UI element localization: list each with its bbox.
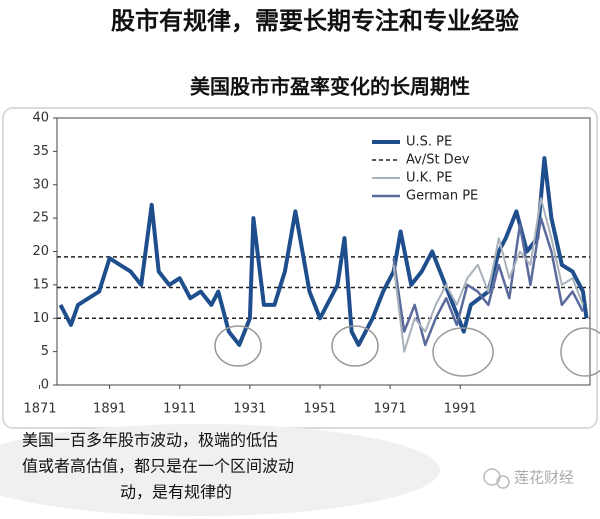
y-tick-label: 10 — [32, 311, 49, 326]
y-tick-label: 40 — [32, 111, 49, 126]
low-circle — [214, 325, 262, 367]
y-tick-label: 0 — [41, 378, 49, 393]
x-tick-label: 1891 — [93, 402, 126, 417]
y-tick-label: 35 — [32, 144, 49, 159]
annotation-line: 值或者高估值，都只是在一个区间波动 — [22, 457, 294, 476]
low-circle — [432, 327, 494, 377]
x-tick-label: 1971 — [374, 402, 407, 417]
chart-title: 股市有规律，需要长期专注和专业经验 — [111, 7, 519, 35]
low-circle — [560, 327, 600, 377]
legend-label: U.K. PE — [406, 171, 453, 186]
series-line — [392, 216, 585, 347]
low-circle — [331, 325, 379, 367]
x-tick-label: 1951 — [303, 402, 336, 417]
plot: 0 5 10 15 20 25 30 35 40 1871 1891 1911 1931 1951 1971… — [23, 111, 590, 417]
y-tick-label: 15 — [32, 277, 49, 292]
watermark: 莲花财经 — [514, 469, 574, 487]
y-tick-label: 20 — [32, 244, 49, 259]
series-line — [392, 197, 584, 353]
chart-subtitle: 美国股市市盈率变化的长周期性 — [190, 75, 470, 99]
annotation-line: 美国一百多年股市波动，极端的低估 — [22, 431, 278, 450]
annotation-bg — [0, 424, 440, 516]
legend-label: U.S. PE — [406, 135, 452, 150]
chart-frame — [2, 107, 598, 429]
watermark-icon — [483, 468, 510, 489]
plot-area — [56, 117, 591, 386]
y-tick-label: 5 — [41, 344, 49, 359]
series-line — [58, 156, 589, 347]
x-tick-label: 1911 — [163, 402, 196, 417]
x-tick-label: 1871 — [23, 402, 56, 417]
x-tick-label: 1991 — [444, 402, 477, 417]
annotation-line: 动，是有规律的 — [120, 483, 232, 502]
y-tick-label: 25 — [32, 211, 49, 226]
legend-label: German PE — [406, 189, 478, 204]
legend-label: Av/St Dev — [406, 153, 470, 168]
x-tick-label: 1931 — [233, 402, 266, 417]
y-tick-label: 30 — [32, 177, 49, 192]
